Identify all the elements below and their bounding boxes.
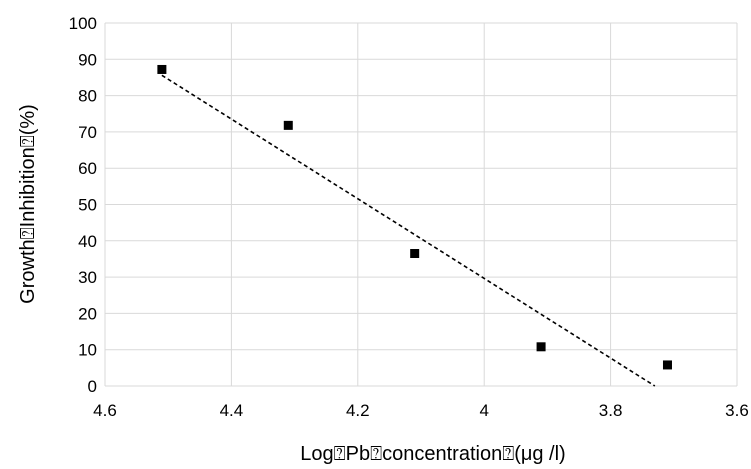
- x-axis-label: Log⍰Pb⍰concentration⍰(μg /l): [300, 443, 565, 465]
- y-tick-label: 40: [78, 232, 97, 251]
- trendline: [161, 74, 656, 387]
- y-tick-label: 30: [78, 268, 97, 287]
- data-points: [157, 64, 672, 370]
- y-tick-label: 100: [69, 14, 97, 33]
- x-tick-label: 3.6: [725, 401, 749, 420]
- data-point: [410, 249, 420, 259]
- x-tick-label: 4.6: [93, 401, 117, 420]
- y-tick-labels: 0 10 20 30 40 50 60 70 80 90 100: [69, 14, 97, 396]
- grid-lines: [104, 22, 738, 387]
- y-tick-label: 90: [78, 50, 97, 69]
- y-tick-label: 0: [88, 377, 97, 396]
- x-tick-label: 4: [479, 401, 488, 420]
- x-tick-labels: 4.6 4.4 4.2 4 3.8 3.6: [93, 401, 749, 420]
- y-axis-label: Growth⍰Inhibition⍰(%): [17, 104, 39, 304]
- x-tick-label: 4.2: [346, 401, 370, 420]
- trendline-layer: [161, 74, 656, 387]
- data-point: [283, 120, 293, 130]
- data-point: [157, 64, 167, 74]
- x-tick-label: 4.4: [220, 401, 244, 420]
- data-point: [662, 360, 672, 370]
- data-point: [536, 342, 546, 352]
- y-tick-label: 70: [78, 123, 97, 142]
- y-tick-label: 80: [78, 87, 97, 106]
- y-tick-label: 60: [78, 159, 97, 178]
- y-tick-label: 10: [78, 341, 97, 360]
- y-tick-label: 50: [78, 196, 97, 215]
- x-tick-label: 3.8: [599, 401, 623, 420]
- y-tick-label: 20: [78, 304, 97, 323]
